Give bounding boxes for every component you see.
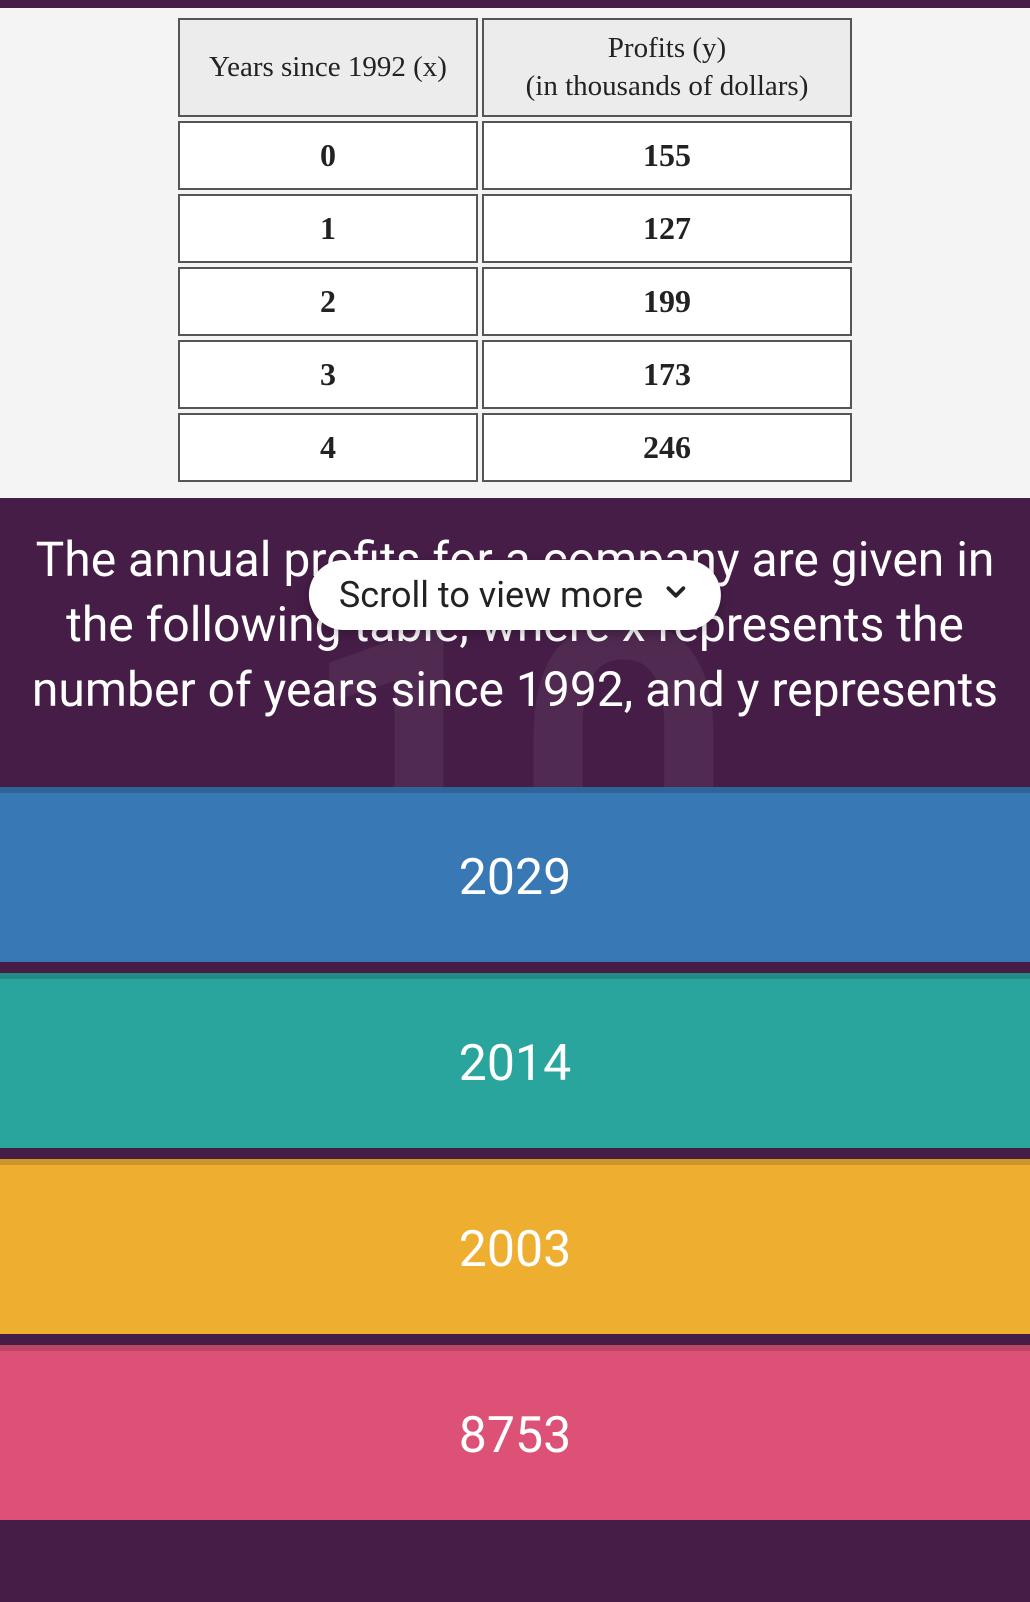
answer-gap (0, 1334, 1030, 1345)
answer-gap (0, 962, 1030, 973)
scroll-hint-pill[interactable]: Scroll to view more (309, 560, 721, 630)
chevron-down-icon (661, 574, 691, 616)
answer-option-1[interactable]: 2029 (0, 787, 1030, 962)
answer-label: 2029 (459, 849, 571, 907)
answer-option-2[interactable]: 2014 (0, 973, 1030, 1148)
top-accent-bar (0, 0, 1030, 8)
answer-option-3[interactable]: 2003 (0, 1159, 1030, 1334)
answer-label: 2003 (459, 1221, 571, 1279)
column-header-y: Profits (y) (in thousands of dollars) (482, 18, 852, 117)
cell-x: 3 (178, 340, 478, 409)
answer-list: 2029 2014 2003 8753 (0, 787, 1030, 1520)
column-header-y-line2: (in thousands of dollars) (526, 70, 809, 102)
cell-y: 199 (482, 267, 852, 336)
cell-x: 2 (178, 267, 478, 336)
answer-option-4[interactable]: 8753 (0, 1345, 1030, 1520)
cell-y: 246 (482, 413, 852, 482)
answer-gap (0, 1148, 1030, 1159)
scroll-hint-label: Scroll to view more (339, 574, 643, 616)
table-row: 4 246 (178, 413, 852, 482)
profits-table: Years since 1992 (x) Profits (y) (in tho… (174, 14, 856, 486)
data-table-panel: Years since 1992 (x) Profits (y) (in tho… (0, 8, 1030, 498)
cell-y: 127 (482, 194, 852, 263)
cell-x: 4 (178, 413, 478, 482)
cell-y: 173 (482, 340, 852, 409)
cell-y: 155 (482, 121, 852, 190)
table-row: 2 199 (178, 267, 852, 336)
table-row: 0 155 (178, 121, 852, 190)
column-header-x: Years since 1992 (x) (178, 18, 478, 117)
answer-label: 2014 (459, 1035, 571, 1093)
column-header-y-line1: Profits (y) (608, 32, 726, 64)
table-row: 1 127 (178, 194, 852, 263)
cell-x: 1 (178, 194, 478, 263)
table-header-row: Years since 1992 (x) Profits (y) (in tho… (178, 18, 852, 117)
table-row: 3 173 (178, 340, 852, 409)
answer-label: 8753 (459, 1407, 571, 1465)
question-area[interactable]: 10 The annual profits for a company are … (0, 498, 1030, 787)
cell-x: 0 (178, 121, 478, 190)
